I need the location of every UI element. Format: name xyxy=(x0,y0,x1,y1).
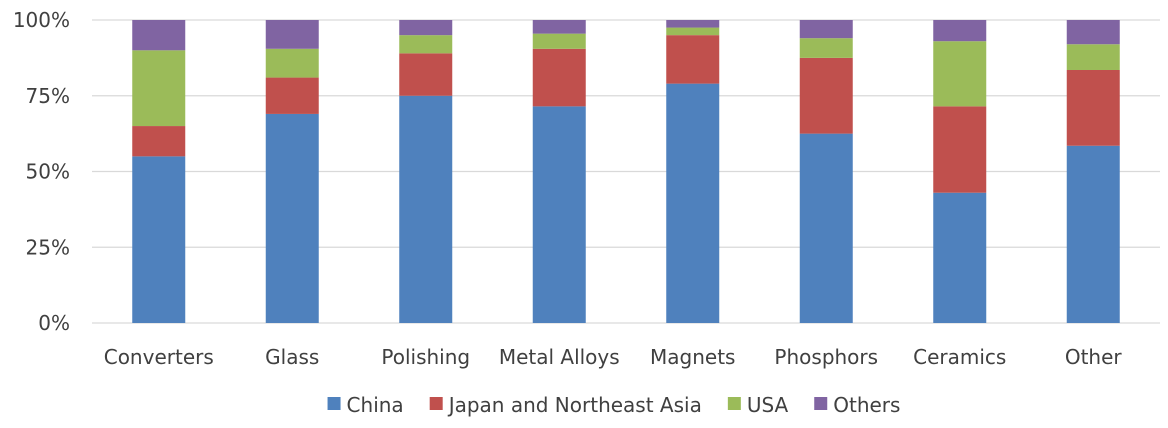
legend-item: Japan and Northeast Asia xyxy=(429,393,702,417)
bar-segment-china xyxy=(666,83,720,323)
legend-item: Others xyxy=(814,393,900,417)
legend-label: Japan and Northeast Asia xyxy=(447,393,702,417)
x-category-label: Glass xyxy=(265,345,319,369)
bar-segment-others xyxy=(666,20,720,28)
bar-segment-usa xyxy=(532,33,586,49)
y-tick-label: 75% xyxy=(26,84,70,108)
bars xyxy=(132,20,1120,324)
legend-item: China xyxy=(327,393,404,417)
legend-swatch xyxy=(727,397,741,410)
bar-segment-usa xyxy=(1066,44,1120,70)
y-tick-label: 0% xyxy=(38,311,70,335)
x-axis-category-labels: Converters Glass Polishing Metal Alloys Magn… xyxy=(104,345,1123,369)
legend-label: USA xyxy=(747,393,789,417)
bar-segment-usa xyxy=(132,50,186,127)
x-category-label: Ceramics xyxy=(913,345,1006,369)
bar-segment-others xyxy=(265,20,319,49)
x-category-label: Phosphors xyxy=(774,345,878,369)
bar-segment-china xyxy=(933,192,987,323)
bar-segment-china xyxy=(532,106,586,323)
x-category-label: Metal Alloys xyxy=(499,345,620,369)
bar-segment-china xyxy=(132,156,186,323)
bar-segment-others xyxy=(1066,20,1120,45)
bar-segment-others xyxy=(532,20,586,34)
bar-segment-japan-and-northeast-asia xyxy=(132,126,186,157)
bar-segment-others xyxy=(799,20,853,39)
x-category-label: Magnets xyxy=(650,345,735,369)
x-category-label: Polishing xyxy=(381,345,470,369)
bar-segment-others xyxy=(399,20,453,36)
bar-segment-japan-and-northeast-asia xyxy=(799,57,853,134)
bar-segment-japan-and-northeast-asia xyxy=(532,48,586,107)
x-category-label: Other xyxy=(1065,345,1123,369)
y-tick-label: 25% xyxy=(26,235,70,259)
bar-segment-others xyxy=(933,20,987,42)
bar-segment-china xyxy=(265,113,319,324)
bar-segment-usa xyxy=(265,48,319,78)
legend-label: China xyxy=(347,393,404,417)
bar-segment-china xyxy=(399,95,453,323)
bar-segment-usa xyxy=(399,35,453,54)
legend: China Japan and Northeast Asia USA Others xyxy=(327,393,900,417)
gridlines xyxy=(92,19,1160,324)
bar-segment-japan-and-northeast-asia xyxy=(933,106,987,193)
legend-swatch xyxy=(814,397,828,410)
legend-swatch xyxy=(327,397,341,410)
y-axis-tick-labels: 0% 25% 50% 75% 100% xyxy=(13,8,70,335)
bar-segment-china xyxy=(799,133,853,323)
bar-segment-others xyxy=(132,20,186,51)
bar-segment-usa xyxy=(799,38,853,58)
legend-swatch xyxy=(429,397,443,410)
bar-segment-china xyxy=(1066,145,1120,323)
bar-segment-japan-and-northeast-asia xyxy=(1066,69,1120,146)
bar-segment-japan-and-northeast-asia xyxy=(399,53,453,96)
legend-item: USA xyxy=(727,393,789,417)
y-tick-label: 50% xyxy=(26,160,70,184)
bar-segment-usa xyxy=(933,41,987,107)
y-tick-label: 100% xyxy=(13,8,70,32)
bar-segment-japan-and-northeast-asia xyxy=(265,77,319,114)
legend-label: Others xyxy=(833,393,900,417)
x-category-label: Converters xyxy=(104,345,214,369)
bar-segment-japan-and-northeast-asia xyxy=(666,35,720,84)
bar-segment-usa xyxy=(666,27,720,36)
